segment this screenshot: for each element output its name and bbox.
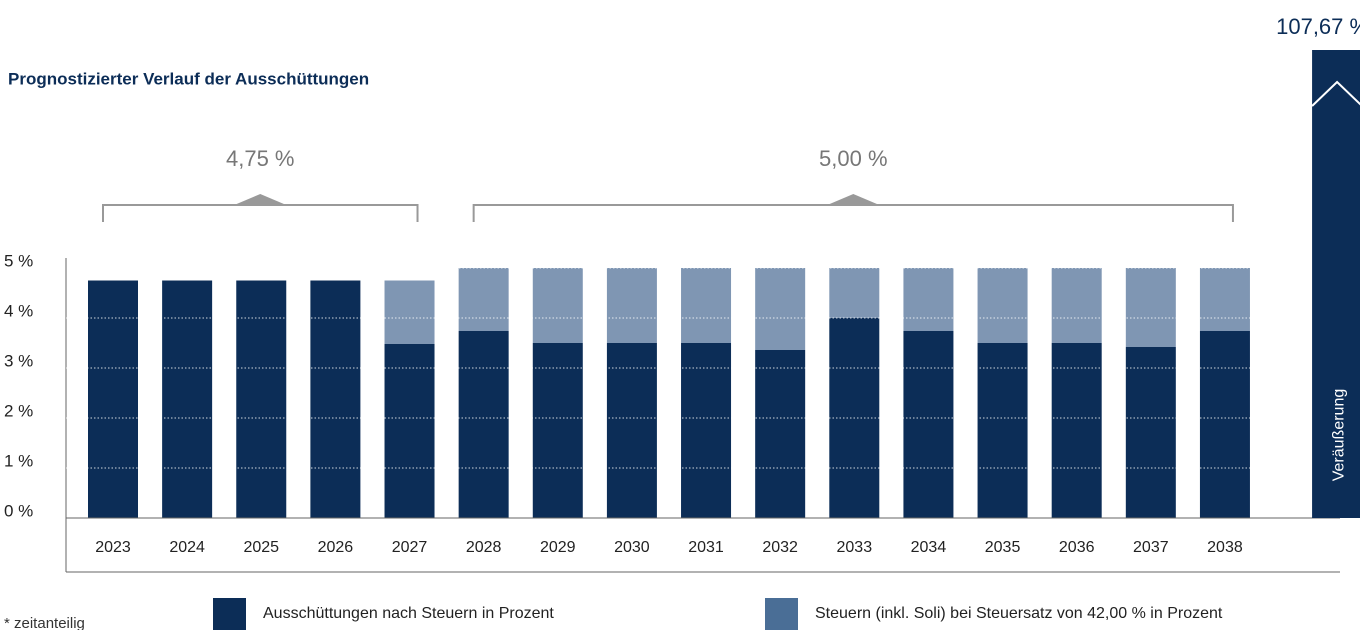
bar-segment bbox=[977, 268, 1028, 343]
bracket-peak bbox=[827, 194, 880, 205]
x-tick-label: 2032 bbox=[762, 539, 798, 556]
bar-segment bbox=[755, 268, 806, 350]
bracket bbox=[102, 204, 419, 222]
bar-segment bbox=[1199, 268, 1250, 331]
bar-segment bbox=[1051, 268, 1102, 343]
bar-segment bbox=[606, 343, 657, 518]
bar-segment bbox=[532, 343, 583, 518]
exit-chevron bbox=[1311, 80, 1360, 107]
bracket-label: 4,75 % bbox=[226, 146, 295, 171]
y-tick-label: 4 % bbox=[4, 301, 33, 320]
x-tick-label: 2038 bbox=[1207, 539, 1243, 556]
bar-segment bbox=[903, 268, 954, 331]
exit-value-label: 107,67 % bbox=[1276, 14, 1360, 39]
exit-bar bbox=[1312, 50, 1360, 518]
legend-label: Steuern (inkl. Soli) bei Steuersatz von … bbox=[815, 605, 1223, 622]
bar-segment bbox=[532, 268, 583, 343]
bar-segment bbox=[1125, 347, 1176, 518]
x-tick-label: 2029 bbox=[540, 539, 576, 556]
x-tick-label: 2035 bbox=[985, 539, 1021, 556]
footnote: * zeitanteilig bbox=[4, 615, 85, 630]
bar-segment bbox=[829, 268, 880, 318]
y-tick-label: 5 % bbox=[4, 251, 33, 270]
bar-segment bbox=[755, 350, 806, 518]
x-tick-label: 2036 bbox=[1059, 539, 1095, 556]
y-tick-label: 2 % bbox=[4, 401, 33, 420]
x-tick-label: 2025 bbox=[243, 539, 279, 556]
y-tick-label: 3 % bbox=[4, 351, 33, 370]
exit-label: Veräußerung bbox=[1330, 389, 1347, 482]
bar-segment bbox=[1199, 331, 1250, 518]
legend-swatch bbox=[765, 598, 798, 630]
bar-segment bbox=[88, 280, 138, 518]
x-tick-label: 2028 bbox=[466, 539, 502, 556]
bar-segment bbox=[681, 268, 732, 343]
x-tick-label: 2034 bbox=[911, 539, 947, 556]
y-tick-label: 0 % bbox=[4, 501, 33, 520]
legend-swatch bbox=[213, 598, 246, 630]
bar-segment bbox=[606, 268, 657, 343]
bar-segment bbox=[458, 268, 509, 331]
x-tick-label: 2037 bbox=[1133, 539, 1169, 556]
x-tick-label: 2027 bbox=[392, 539, 428, 556]
bar-segment bbox=[1051, 343, 1102, 518]
x-tick-label: 2030 bbox=[614, 539, 650, 556]
x-tick-label: 2033 bbox=[837, 539, 873, 556]
bracket-label: 5,00 % bbox=[819, 146, 888, 171]
bar-segment bbox=[162, 280, 213, 518]
bracket-peak bbox=[234, 194, 287, 205]
x-tick-label: 2026 bbox=[318, 539, 354, 556]
bar-segment bbox=[384, 280, 435, 344]
bar-segment bbox=[903, 331, 954, 518]
y-tick-label: 1 % bbox=[4, 451, 33, 470]
bracket bbox=[472, 204, 1234, 222]
bar-segment bbox=[384, 344, 435, 518]
legend-label: Ausschüttungen nach Steuern in Prozent bbox=[263, 605, 554, 622]
chart-title: Prognostizierter Verlauf der Ausschüttun… bbox=[8, 69, 369, 88]
bar-segment bbox=[1125, 268, 1176, 347]
x-tick-label: 2024 bbox=[169, 539, 205, 556]
bar-segment bbox=[977, 343, 1028, 518]
bar-segment bbox=[458, 331, 509, 518]
x-tick-label: 2023 bbox=[95, 539, 131, 556]
bar-segment bbox=[236, 280, 287, 518]
bar-segment bbox=[310, 280, 361, 518]
x-tick-label: 2031 bbox=[688, 539, 724, 556]
bar-segment bbox=[681, 343, 732, 518]
